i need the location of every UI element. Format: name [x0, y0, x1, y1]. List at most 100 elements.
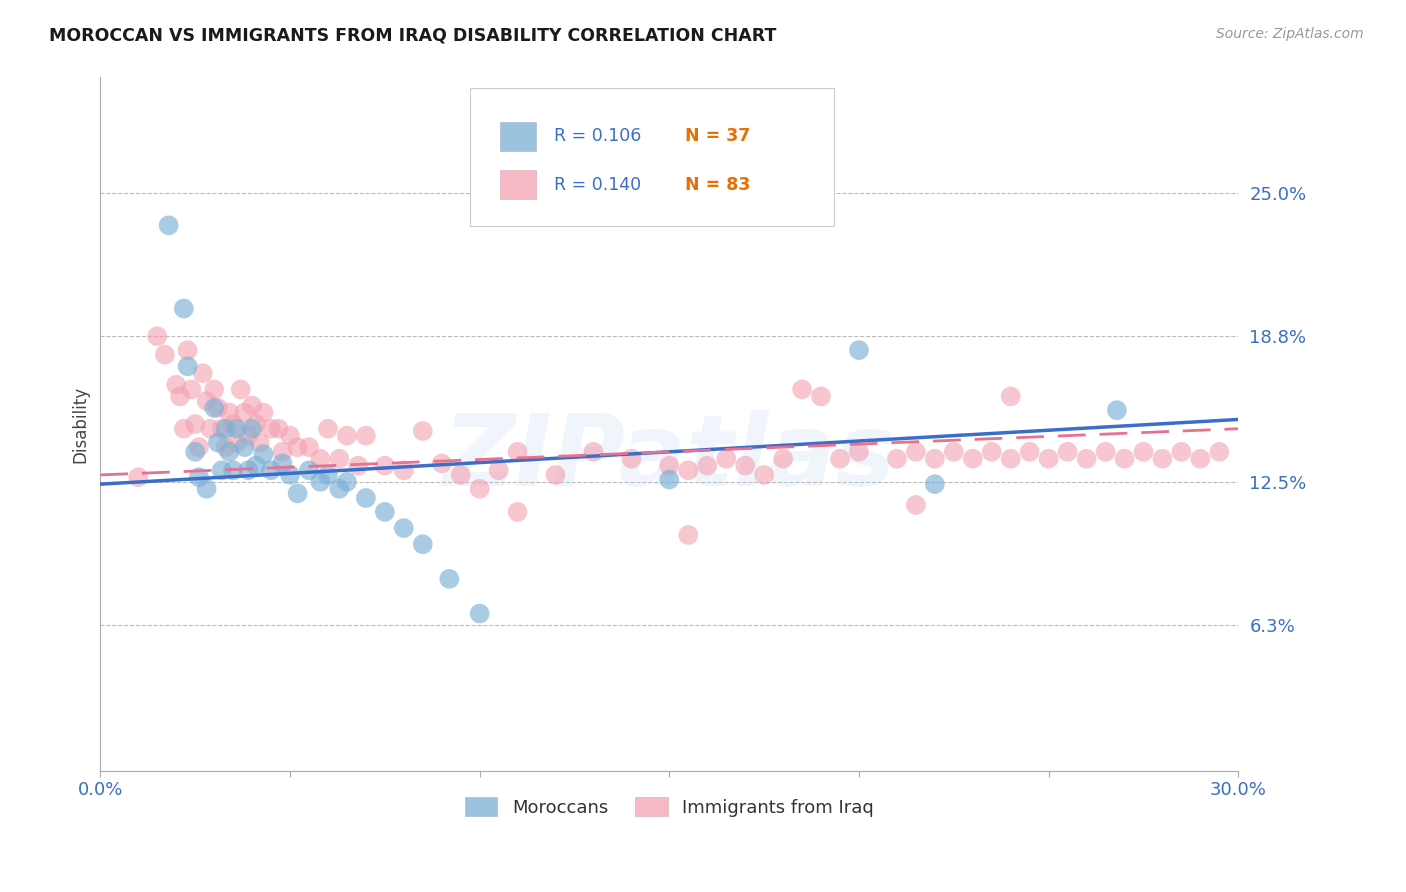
Point	[1105, 403, 1128, 417]
Point	[658, 458, 681, 473]
Point	[336, 475, 359, 489]
Point	[678, 463, 700, 477]
Point	[260, 422, 283, 436]
Point	[298, 440, 321, 454]
Point	[374, 505, 396, 519]
Point	[200, 422, 222, 436]
Point	[287, 440, 309, 454]
Point	[506, 505, 529, 519]
Point	[153, 348, 176, 362]
Point	[165, 377, 187, 392]
Point	[249, 435, 271, 450]
Point	[316, 422, 339, 436]
Point	[336, 428, 359, 442]
Point	[1189, 451, 1212, 466]
Point	[309, 475, 332, 489]
Point	[238, 428, 260, 442]
Point	[658, 473, 681, 487]
Point	[1208, 444, 1230, 458]
Point	[678, 528, 700, 542]
Point	[439, 572, 461, 586]
Point	[245, 417, 267, 431]
Point	[245, 458, 267, 473]
FancyBboxPatch shape	[499, 122, 536, 151]
Point	[450, 467, 472, 482]
Point	[962, 451, 984, 466]
Point	[328, 482, 350, 496]
Point	[1038, 451, 1060, 466]
Point	[240, 399, 263, 413]
Text: N = 37: N = 37	[685, 128, 751, 145]
Point	[1152, 451, 1174, 466]
Point	[412, 424, 434, 438]
Point	[544, 467, 567, 482]
Point	[354, 491, 377, 505]
Point	[696, 458, 718, 473]
Point	[772, 451, 794, 466]
Point	[211, 463, 233, 477]
Point	[392, 521, 415, 535]
Point	[225, 435, 247, 450]
Point	[468, 482, 491, 496]
Legend: Moroccans, Immigrants from Iraq: Moroccans, Immigrants from Iraq	[457, 790, 882, 824]
Point	[328, 451, 350, 466]
Point	[316, 467, 339, 482]
Point	[904, 444, 927, 458]
Point	[184, 417, 207, 431]
Point	[620, 451, 643, 466]
Point	[468, 607, 491, 621]
Point	[252, 405, 274, 419]
Point	[924, 451, 946, 466]
Point	[218, 405, 240, 419]
Point	[347, 458, 370, 473]
Point	[169, 389, 191, 403]
Point	[1170, 444, 1192, 458]
Text: ZIPatlas: ZIPatlas	[443, 410, 896, 508]
Text: R = 0.106: R = 0.106	[554, 128, 641, 145]
Point	[202, 401, 225, 415]
Point	[191, 366, 214, 380]
Point	[354, 428, 377, 442]
Point	[188, 440, 211, 454]
Point	[506, 444, 529, 458]
Point	[412, 537, 434, 551]
Point	[222, 417, 245, 431]
Point	[430, 456, 453, 470]
Point	[207, 401, 229, 415]
Point	[252, 447, 274, 461]
Point	[287, 486, 309, 500]
Point	[180, 383, 202, 397]
Point	[980, 444, 1002, 458]
Point	[157, 219, 180, 233]
Point	[195, 482, 218, 496]
Y-axis label: Disability: Disability	[72, 385, 89, 463]
Point	[176, 343, 198, 358]
FancyBboxPatch shape	[499, 170, 536, 200]
Point	[211, 422, 233, 436]
Point	[488, 463, 510, 477]
Point	[278, 428, 301, 442]
Point	[229, 383, 252, 397]
Point	[222, 463, 245, 477]
Point	[374, 458, 396, 473]
Point	[734, 458, 756, 473]
Point	[233, 405, 256, 419]
Point	[924, 477, 946, 491]
Point	[309, 451, 332, 466]
Point	[298, 463, 321, 477]
Point	[886, 451, 908, 466]
Point	[810, 389, 832, 403]
Point	[260, 463, 283, 477]
Point	[271, 456, 294, 470]
Point	[904, 498, 927, 512]
Point	[146, 329, 169, 343]
Point	[1094, 444, 1116, 458]
Point	[828, 451, 851, 466]
Point	[173, 422, 195, 436]
Point	[1132, 444, 1154, 458]
Point	[214, 422, 236, 436]
Point	[225, 422, 247, 436]
Point	[1018, 444, 1040, 458]
Point	[582, 444, 605, 458]
Point	[214, 440, 236, 454]
